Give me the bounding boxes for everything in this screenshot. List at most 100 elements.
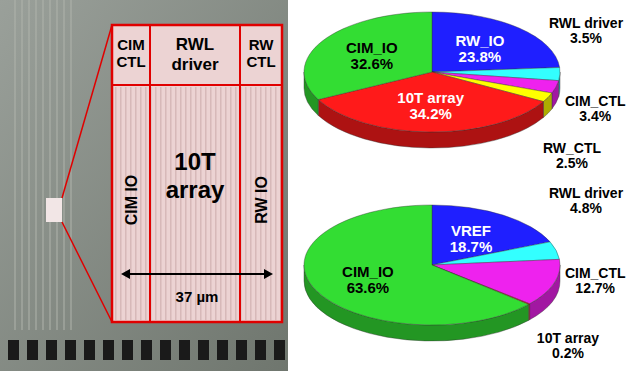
layout-stripe <box>165 87 167 320</box>
block-label: CIM IO <box>123 175 140 226</box>
slice-label: RW_IO23.8% <box>455 32 504 66</box>
zoom-line <box>62 25 112 198</box>
layout-stripe <box>160 87 162 320</box>
photo-pad <box>274 340 285 360</box>
photo-pad <box>160 340 171 360</box>
photo-pad <box>217 340 228 360</box>
slice-category: 10T array <box>397 89 464 106</box>
layout-stripe <box>145 87 147 320</box>
layout-stripe <box>205 87 207 320</box>
layout-stripe <box>175 87 177 320</box>
slice-label: CIM_CTL12.7% <box>565 265 626 296</box>
arrow-head <box>121 269 130 279</box>
slice-category: RW_IO <box>455 32 504 49</box>
slice-value: 18.7% <box>450 238 493 255</box>
slice-label: CIM_IO63.6% <box>342 263 394 297</box>
slice-category: CIM_IO <box>342 263 394 280</box>
layout-stripe <box>225 87 227 320</box>
photo-pad <box>122 340 133 360</box>
layout-stripe <box>235 87 237 320</box>
photo-wire <box>42 0 44 330</box>
photo-wire <box>28 0 30 330</box>
block-label: RW IO <box>253 176 270 224</box>
slice-value: 63.6% <box>347 279 390 296</box>
scale-label: 37 µm <box>176 288 219 305</box>
pie-tops <box>304 12 560 132</box>
block-label-line: CTL <box>246 53 275 70</box>
photo-pad <box>179 340 190 360</box>
slice-category: CIM_CTL <box>565 265 626 281</box>
slice-value: 2.5% <box>556 155 588 171</box>
slice-value: 3.4% <box>579 108 611 124</box>
layout-stripe <box>180 87 182 320</box>
block-label-line: 10T <box>174 148 216 175</box>
slice-value: 34.2% <box>409 105 452 122</box>
slice <box>304 205 529 325</box>
slice-category: CIM_CTL <box>565 93 626 109</box>
slice <box>304 12 432 100</box>
photo-wire <box>56 0 58 330</box>
block-label-line: CIM <box>117 36 145 53</box>
block-label-line: driver <box>171 55 219 74</box>
photo-pad <box>103 340 114 360</box>
photo-wire <box>14 0 16 330</box>
pie-chart: VREF18.7% RWL driver4.8% CIM_CTL12.7% 10T a… <box>304 185 626 361</box>
slice-label: RWL driver3.5% <box>549 15 624 46</box>
photo-background <box>0 0 288 371</box>
slice-label: CIM_IO32.6% <box>346 39 398 72</box>
block-label: CIMCTL <box>116 36 145 70</box>
layout-stripe <box>115 87 117 320</box>
zoom-box <box>112 25 282 322</box>
slice-label: CIM_CTL3.4% <box>565 93 626 124</box>
photo-pad <box>27 340 38 360</box>
zoom-frame <box>112 25 282 322</box>
slice-value: 23.8% <box>459 48 502 65</box>
photo-macro <box>46 198 62 222</box>
slice-category: RWL driver <box>549 15 624 31</box>
slice-value: 32.6% <box>351 55 394 72</box>
photo-pad <box>255 340 266 360</box>
block-label: 10Tarray <box>166 148 225 203</box>
block-label: RWLdriver <box>171 35 219 74</box>
slice-category: 10T array <box>537 330 599 346</box>
photo-pad <box>65 340 76 360</box>
layout-stripe <box>170 87 172 320</box>
photo-pad <box>236 340 247 360</box>
pie-labels: RW_IO23.8% RWL driver3.5% CIM_CTL3.4% RW_CT… <box>346 15 626 171</box>
slice-category: VREF <box>451 222 491 239</box>
figure: CIMCTLRWLdriverRWCTLCIM IO10TarrayRW IO3… <box>0 0 630 371</box>
layout-stripe <box>190 87 192 320</box>
slice-category: RWL driver <box>549 185 624 201</box>
photo-wire <box>49 0 51 330</box>
block-label-line: CTL <box>116 53 145 70</box>
pie-chart: RW_IO23.8% RWL driver3.5% CIM_CTL3.4% RW_CT… <box>304 12 626 171</box>
layout-stripe <box>220 87 222 320</box>
slice-label: RW_CTL2.5% <box>543 140 602 171</box>
layout-stripe <box>155 87 157 320</box>
photo-pad <box>141 340 152 360</box>
slice-label: 10T array34.2% <box>397 89 464 123</box>
layout-stripe <box>270 87 272 320</box>
layout-stripe <box>275 87 277 320</box>
block-label-line: array <box>166 176 225 203</box>
die-photo: CIMCTLRWLdriverRWCTLCIM IO10TarrayRW IO3… <box>0 0 288 371</box>
photo-pad <box>8 340 19 360</box>
photo-wire <box>21 0 23 330</box>
photo-wire <box>35 0 37 330</box>
slice-label: RWL driver4.8% <box>549 185 624 216</box>
layout-stripe <box>210 87 212 320</box>
layout-stripe <box>230 87 232 320</box>
photo-pad <box>84 340 95 360</box>
slice <box>432 12 560 72</box>
zoom-line <box>62 222 112 322</box>
scale-arrow <box>127 273 267 275</box>
slice-label: VREF18.7% <box>450 222 493 256</box>
slice-category: CIM_IO <box>346 39 398 56</box>
slice-category: RW_CTL <box>543 140 602 156</box>
block-label-line: RWL <box>176 35 214 54</box>
block-label-line: RW <box>249 36 275 53</box>
block-label: RWCTL <box>246 36 275 70</box>
layout-stripe <box>195 87 197 320</box>
slice-value: 12.7% <box>575 280 615 296</box>
slice-value: 0.2% <box>552 345 584 361</box>
